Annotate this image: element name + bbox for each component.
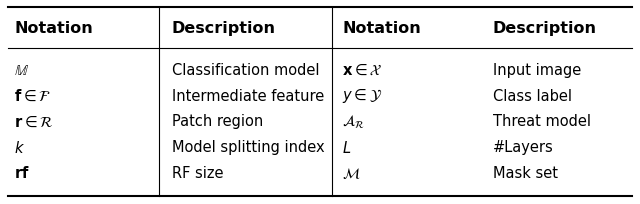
Text: Notation: Notation (342, 21, 421, 36)
Text: Model splitting index: Model splitting index (172, 139, 324, 154)
Text: Description: Description (493, 21, 596, 36)
Text: Notation: Notation (14, 21, 93, 36)
Text: $y \in \mathcal{Y}$: $y \in \mathcal{Y}$ (342, 87, 383, 105)
Text: $\mathcal{M}$: $\mathcal{M}$ (342, 165, 361, 180)
Text: Intermediate feature: Intermediate feature (172, 88, 324, 103)
Text: $L$: $L$ (342, 139, 351, 155)
Text: $\mathbf{rf}$: $\mathbf{rf}$ (14, 164, 29, 180)
Text: Mask set: Mask set (493, 165, 558, 180)
Text: Classification model: Classification model (172, 63, 319, 78)
Text: Class label: Class label (493, 88, 572, 103)
Text: #Layers: #Layers (493, 139, 554, 154)
Text: $\mathcal{A}_{\mathcal{R}}$: $\mathcal{A}_{\mathcal{R}}$ (342, 113, 365, 130)
Text: Input image: Input image (493, 63, 581, 78)
Text: RF size: RF size (172, 165, 223, 180)
Text: $\mathbf{r} \in \mathcal{R}$: $\mathbf{r} \in \mathcal{R}$ (14, 114, 54, 129)
Text: Description: Description (172, 21, 275, 36)
Text: $\mathbf{f} \in \mathcal{F}$: $\mathbf{f} \in \mathcal{F}$ (14, 88, 51, 103)
Text: Patch region: Patch region (172, 114, 263, 129)
Text: $k$: $k$ (14, 139, 25, 155)
Text: Threat model: Threat model (493, 114, 591, 129)
Text: $\mathbf{x} \in \mathcal{X}$: $\mathbf{x} \in \mathcal{X}$ (342, 63, 383, 78)
Text: $\mathbb{M}$: $\mathbb{M}$ (14, 63, 29, 78)
